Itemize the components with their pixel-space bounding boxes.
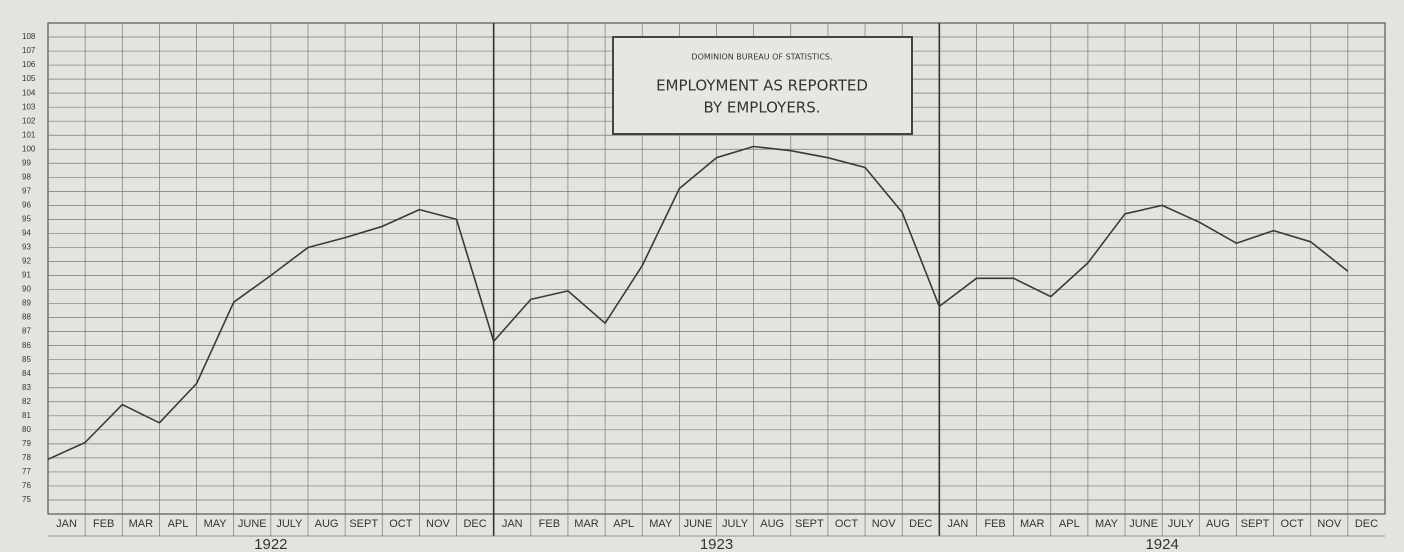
year-label: 1922 <box>254 536 287 552</box>
x-tick-label: OCT <box>835 518 859 530</box>
y-tick-label: 89 <box>22 299 31 308</box>
x-tick-label: FEB <box>984 518 1005 530</box>
y-tick-label: 90 <box>22 285 31 294</box>
data-line <box>47 145 1349 461</box>
y-tick-label: 80 <box>22 425 31 434</box>
y-tick-label: 93 <box>22 243 31 252</box>
y-tick-label: 100 <box>22 144 36 153</box>
y-tick-label: 94 <box>22 229 31 238</box>
x-tick-label: MAR <box>129 518 154 530</box>
x-tick-label: JUNE <box>238 518 267 530</box>
x-tick-label: JAN <box>56 518 77 530</box>
x-tick-label: FEB <box>93 518 114 530</box>
x-tick-label: JULY <box>1168 518 1195 530</box>
y-tick-label: 83 <box>22 383 31 392</box>
y-tick-label: 95 <box>22 215 31 224</box>
x-tick-label: DEC <box>1355 518 1378 530</box>
y-tick-label: 99 <box>22 158 31 167</box>
y-tick-label: 96 <box>22 200 31 209</box>
y-tick-label: 92 <box>22 257 31 266</box>
x-tick-label: SEPT <box>1241 518 1270 530</box>
title-box <box>612 36 913 135</box>
x-tick-label: MAR <box>1020 518 1045 530</box>
chart-title: DOMINION BUREAU OF STATISTICS. <box>691 53 832 62</box>
chart-subtitle: BY EMPLOYERS. <box>703 99 820 117</box>
y-tick-label: 82 <box>22 397 31 406</box>
x-tick-label: SEPT <box>795 518 824 530</box>
x-tick-label: MAR <box>574 518 599 530</box>
x-tick-label: APL <box>613 518 634 530</box>
y-tick-label: 107 <box>22 46 36 55</box>
y-tick-label: 88 <box>22 313 31 322</box>
x-tick-label: MAY <box>1095 518 1119 530</box>
x-tick-label: AUG <box>315 518 339 530</box>
y-tick-label: 108 <box>22 32 36 41</box>
x-tick-label: MAY <box>204 518 228 530</box>
x-tick-label: NOV <box>872 518 897 530</box>
y-tick-label: 78 <box>22 453 31 462</box>
y-tick-label: 87 <box>22 327 31 336</box>
x-tick-label: APL <box>168 518 189 530</box>
y-tick-label: 86 <box>22 341 31 350</box>
y-tick-label: 98 <box>22 172 31 181</box>
y-tick-label: 91 <box>22 271 31 280</box>
x-tick-label: JUNE <box>684 518 713 530</box>
y-tick-label: 77 <box>22 467 31 476</box>
x-tick-label: AUG <box>760 518 784 530</box>
year-label: 1924 <box>1145 536 1178 552</box>
x-tick-label: JULY <box>722 518 749 530</box>
y-tick-label: 79 <box>22 439 31 448</box>
x-tick-label: DEC <box>909 518 932 530</box>
y-tick-label: 81 <box>22 411 31 420</box>
plot-area: 75 76 77 78 79 80 81 82 83 84 85 86 87 88 89 90 91 92 93 94… <box>22 22 1386 552</box>
y-tick-label: 101 <box>22 130 36 139</box>
x-tick-label: JAN <box>502 518 523 530</box>
y-tick-label: 103 <box>22 102 36 111</box>
y-tick-label: 85 <box>22 355 31 364</box>
y-tick-label: 105 <box>22 74 36 83</box>
chart-subtitle: EMPLOYMENT AS REPORTED <box>656 77 868 95</box>
x-tick-label: JUNE <box>1129 518 1158 530</box>
x-tick-label: MAY <box>649 518 673 530</box>
y-tick-label: 97 <box>22 186 31 195</box>
x-tick-label: OCT <box>1281 518 1305 530</box>
x-tick-label: FEB <box>539 518 560 530</box>
x-tick-label: NOV <box>426 518 451 530</box>
x-tick-label: APL <box>1059 518 1080 530</box>
y-tick-label: 106 <box>22 60 36 69</box>
y-tick-label: 76 <box>22 481 31 490</box>
y-tick-label: 102 <box>22 116 36 125</box>
x-tick-label: SEPT <box>349 518 378 530</box>
x-tick-label: NOV <box>1317 518 1342 530</box>
x-tick-label: JULY <box>276 518 303 530</box>
y-tick-label: 104 <box>22 88 36 97</box>
x-tick-label: JAN <box>948 518 969 530</box>
y-tick-label: 75 <box>22 495 31 504</box>
y-tick-label: 84 <box>22 369 31 378</box>
x-tick-label: DEC <box>463 518 486 530</box>
x-tick-label: OCT <box>389 518 413 530</box>
x-tick-label: AUG <box>1206 518 1230 530</box>
year-label: 1923 <box>700 536 733 552</box>
